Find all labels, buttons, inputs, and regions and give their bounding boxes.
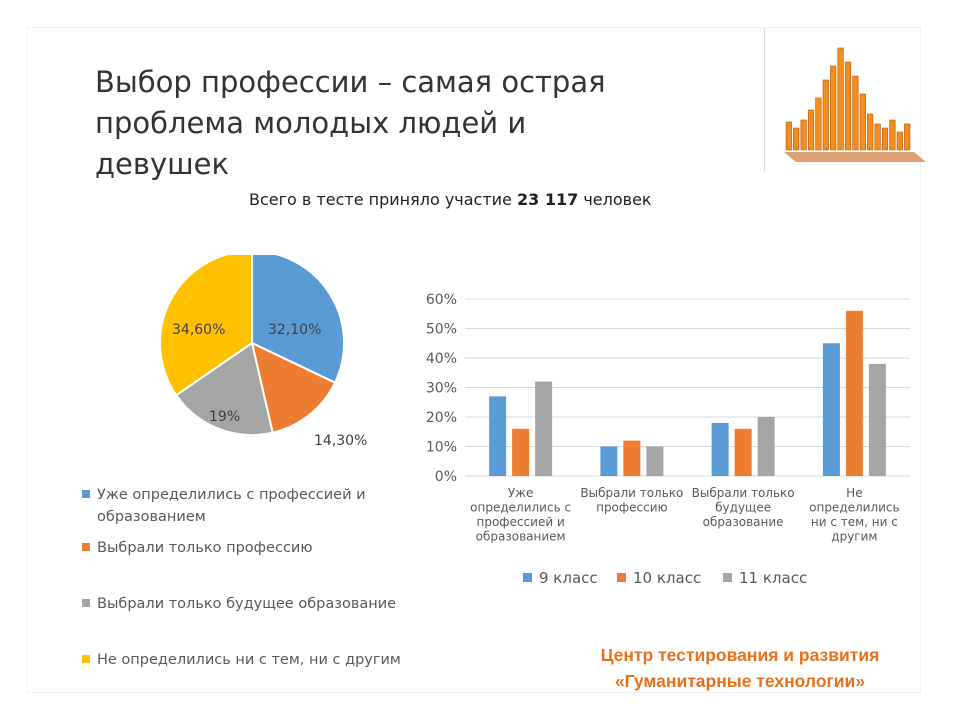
bar-histogram-logo-icon [784,47,926,162]
bar-9-класс-4 [822,343,840,476]
logo-bar [889,119,896,151]
bar-legend-label: 11 класс [739,569,807,587]
logo-bar [859,93,866,151]
bar-chart-svg: 0% 10% 20% 30% 40% 50% 60% Уже определились с про… [426,292,910,587]
logo-shadow [784,152,926,162]
legend-swatch [82,543,90,551]
pie-label-profession-only: 14,30% [314,433,368,449]
title-line-1: Выбор профессии – самая острая [95,65,606,99]
y-tick-label: 60% [426,292,457,308]
logo-bar [874,123,881,151]
bar-9-класс-2 [600,446,618,476]
bar-10-класс-4 [845,310,863,476]
logo-bar [896,131,903,151]
pie-slice-education-only [174,341,274,436]
logo-bar [852,75,859,151]
x-category-label: Уже определились с профессией и образование… [470,486,571,544]
title-line-3: девушек [95,147,230,181]
bar-10-класс-3 [734,428,752,476]
pie-label-undecided: 34,60% [172,322,226,338]
legend-label: Не определились ни с тем, ни с другим [97,652,401,668]
bar-11-класс-2 [646,446,664,476]
bar-10-класс-2 [623,440,641,476]
bar-chart: 0% 10% 20% 30% 40% 50% 60% Уже определились с про… [405,285,925,605]
x-category-label: Выбрали только профессию [580,486,683,515]
footer-line-2: «Гуманитарные технологии» [614,671,866,691]
logo-bar [793,127,800,151]
bar-11-класс-4 [868,363,886,476]
logo-bar [844,61,852,151]
logo-bar [904,123,911,151]
pie-slice-profession-only [250,341,337,434]
bar-legend-swatch [617,573,626,582]
logo-divider [764,28,765,172]
footer-organization: Центр тестирования и развития «Гуманитар… [520,642,960,694]
participants-count: 23 117 [517,190,579,209]
logo-bar [830,65,837,151]
logo-bar [800,119,807,151]
pie-label-education-only: 19% [209,409,241,425]
bar-9-класс-3 [711,422,729,476]
legend-label: Выбрали только профессию [97,540,313,556]
bar-10-класс-1 [512,428,530,476]
bar-legend-label: 9 класс [539,569,598,587]
bar-legend-swatch [523,573,532,582]
subtitle-prefix: Всего в тесте приняло участие [249,190,517,209]
logo-bar [815,97,822,151]
footer-line-1: Центр тестирования и развития [600,645,880,665]
y-tick-label: 0% [435,469,457,485]
legend-label: Выбрали только будущее образование [97,596,397,612]
bar-legend-label: 10 класс [633,569,701,587]
pie-chart: 32,10% 14,30% 19% 34,60% [150,249,380,465]
legend-label: Уже определились с профессией и образова… [97,487,366,525]
bar-9-класс-1 [489,396,507,476]
logo-bar [881,127,889,151]
x-category-label: Выбрали только будущее образование [692,486,795,529]
legend-swatch [82,655,90,663]
bar-11-класс-1 [535,381,553,476]
slide-title: Выбор профессии – самая острая проблема … [95,62,695,185]
logo-bar [867,113,874,151]
logo-bar [822,79,829,151]
y-tick-label: 10% [426,440,457,456]
logo-bar [785,121,792,151]
bar-legend-swatch [723,573,732,582]
subtitle-suffix: человек [578,190,652,209]
pie-label-decided: 32,10% [268,322,322,338]
participants-subtitle: Всего в тесте приняло участие 23 117 чел… [249,190,652,209]
title-line-2: проблема молодых людей и [95,106,527,140]
legend-swatch [82,490,90,498]
y-tick-label: 40% [426,351,457,367]
bar-11-класс-3 [757,417,775,476]
y-tick-label: 50% [426,322,457,338]
legend-swatch [82,599,90,607]
logo-bar [807,109,815,151]
y-tick-label: 20% [426,410,457,426]
x-category-label: Не определились ни с тем, ни с другим [809,486,899,544]
y-tick-label: 30% [426,381,457,397]
logo-bar [837,47,844,151]
